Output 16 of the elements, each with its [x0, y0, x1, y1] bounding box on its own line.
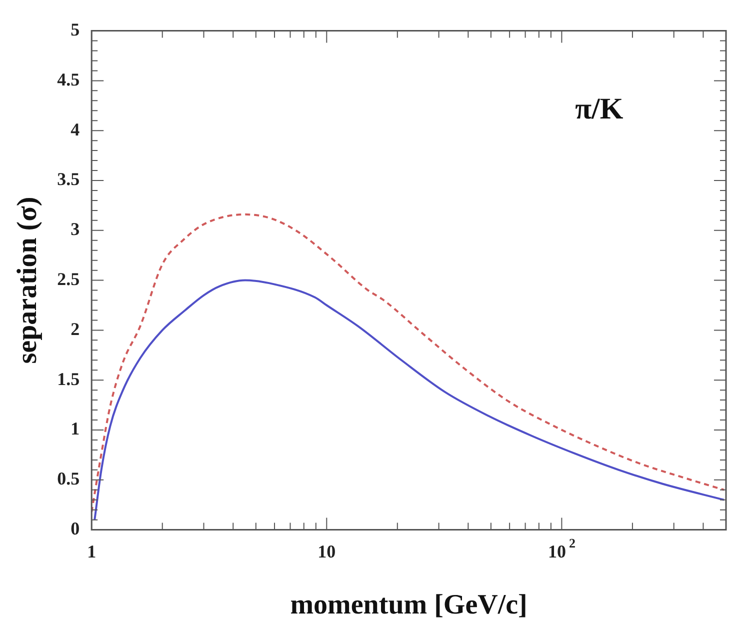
y-tick-label: 4.5 — [57, 69, 80, 90]
x-tick-label: 1 — [87, 541, 96, 562]
x-tick-label: 10 — [318, 541, 336, 562]
y-tick-label: 2 — [70, 318, 80, 339]
y-tick-label: 3.5 — [57, 169, 80, 190]
x-axis-title: momentum [GeV/c] — [290, 589, 528, 620]
y-tick-label: 0.5 — [57, 468, 80, 489]
y-axis-title: separation (σ) — [12, 196, 44, 364]
y-tick-label: 1.5 — [57, 368, 80, 389]
y-tick-label: 3 — [70, 219, 80, 240]
annotation: π/K — [575, 92, 624, 126]
y-tick-label: 0 — [70, 518, 80, 538]
y-tick-label: 4 — [70, 119, 80, 140]
y-tick-label: 1 — [70, 418, 80, 439]
y-tick-label: 5 — [70, 19, 80, 40]
y-tick-label: 2.5 — [57, 268, 80, 289]
